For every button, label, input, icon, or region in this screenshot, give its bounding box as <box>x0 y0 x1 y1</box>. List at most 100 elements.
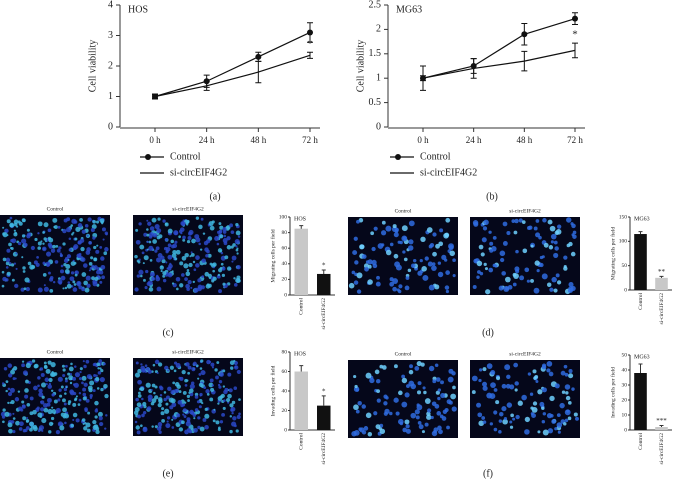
cell <box>67 402 71 406</box>
cell <box>83 263 88 268</box>
cell <box>151 425 154 428</box>
cell <box>371 259 377 266</box>
cell <box>9 222 15 228</box>
cell <box>534 374 539 379</box>
cell <box>47 228 52 233</box>
cell <box>32 409 37 415</box>
cell <box>499 250 506 257</box>
cell <box>24 428 28 433</box>
cell <box>384 408 390 415</box>
cell <box>490 369 496 375</box>
cell <box>188 430 193 434</box>
cell <box>102 238 105 241</box>
cell <box>62 287 65 290</box>
cell <box>42 261 46 265</box>
cell <box>417 381 422 386</box>
cell <box>515 269 520 274</box>
cell <box>354 260 359 265</box>
cell <box>236 278 241 283</box>
y-tick-label: 10 <box>622 412 628 418</box>
cell <box>410 412 417 419</box>
cell <box>185 271 191 277</box>
cell <box>232 243 236 247</box>
cell <box>361 254 367 259</box>
cell <box>483 262 487 267</box>
cell <box>179 261 184 266</box>
cell <box>7 387 11 391</box>
cell <box>60 412 65 417</box>
cell <box>235 248 239 252</box>
cell <box>220 262 224 266</box>
cell <box>401 401 408 408</box>
cell <box>194 408 199 412</box>
cell <box>134 254 138 259</box>
cell <box>493 427 498 432</box>
cell <box>95 220 100 224</box>
cell <box>8 242 12 247</box>
cell <box>55 407 61 414</box>
cell <box>486 363 493 369</box>
cell <box>554 427 558 431</box>
cell <box>382 365 387 370</box>
cell <box>200 359 204 363</box>
cell <box>69 381 73 385</box>
cell <box>158 385 163 389</box>
cell <box>57 398 61 402</box>
y-axis-label: Migrating cells per field <box>269 229 276 283</box>
cell <box>150 389 153 392</box>
cell <box>55 245 59 248</box>
cell <box>172 249 177 255</box>
cell <box>373 411 378 416</box>
cell <box>41 395 45 399</box>
cell <box>553 252 559 258</box>
cell <box>151 383 156 388</box>
cell <box>236 414 241 420</box>
cell <box>187 279 192 285</box>
x-tick-label: si-circEIF4G2 <box>659 293 665 325</box>
bar <box>655 277 668 290</box>
cell <box>137 414 141 419</box>
cell <box>145 367 150 371</box>
significance: * <box>307 38 313 50</box>
cell <box>62 228 67 234</box>
cell <box>393 253 399 259</box>
cell <box>99 367 102 370</box>
cell <box>422 386 426 390</box>
y-axis-label: Migrating cells per field <box>609 227 616 281</box>
cell <box>45 251 52 257</box>
cell <box>236 264 241 270</box>
cell <box>238 412 241 416</box>
cell <box>64 379 68 383</box>
cell <box>43 286 49 292</box>
cell <box>186 239 191 244</box>
cell <box>539 401 545 407</box>
cell <box>5 257 11 263</box>
cell <box>535 232 541 238</box>
cell <box>518 218 523 223</box>
cell <box>533 226 538 231</box>
cell <box>188 262 193 268</box>
cell <box>549 287 554 292</box>
cell <box>236 275 241 280</box>
cell <box>173 369 177 373</box>
cell <box>134 287 139 292</box>
cell <box>223 399 226 403</box>
significance: * <box>322 262 326 270</box>
cell <box>221 268 224 271</box>
cell <box>566 217 572 223</box>
cell <box>144 364 148 367</box>
cell <box>97 367 100 370</box>
cell <box>135 397 139 402</box>
cell <box>564 418 569 423</box>
cell <box>194 234 200 240</box>
cell <box>182 235 186 240</box>
cell <box>397 418 404 425</box>
cell <box>228 388 233 393</box>
cell <box>504 364 511 371</box>
cell <box>78 285 83 290</box>
cell <box>505 383 511 389</box>
error-bar <box>420 75 426 82</box>
cell <box>182 403 186 407</box>
cell <box>205 389 210 394</box>
cell <box>198 382 204 388</box>
